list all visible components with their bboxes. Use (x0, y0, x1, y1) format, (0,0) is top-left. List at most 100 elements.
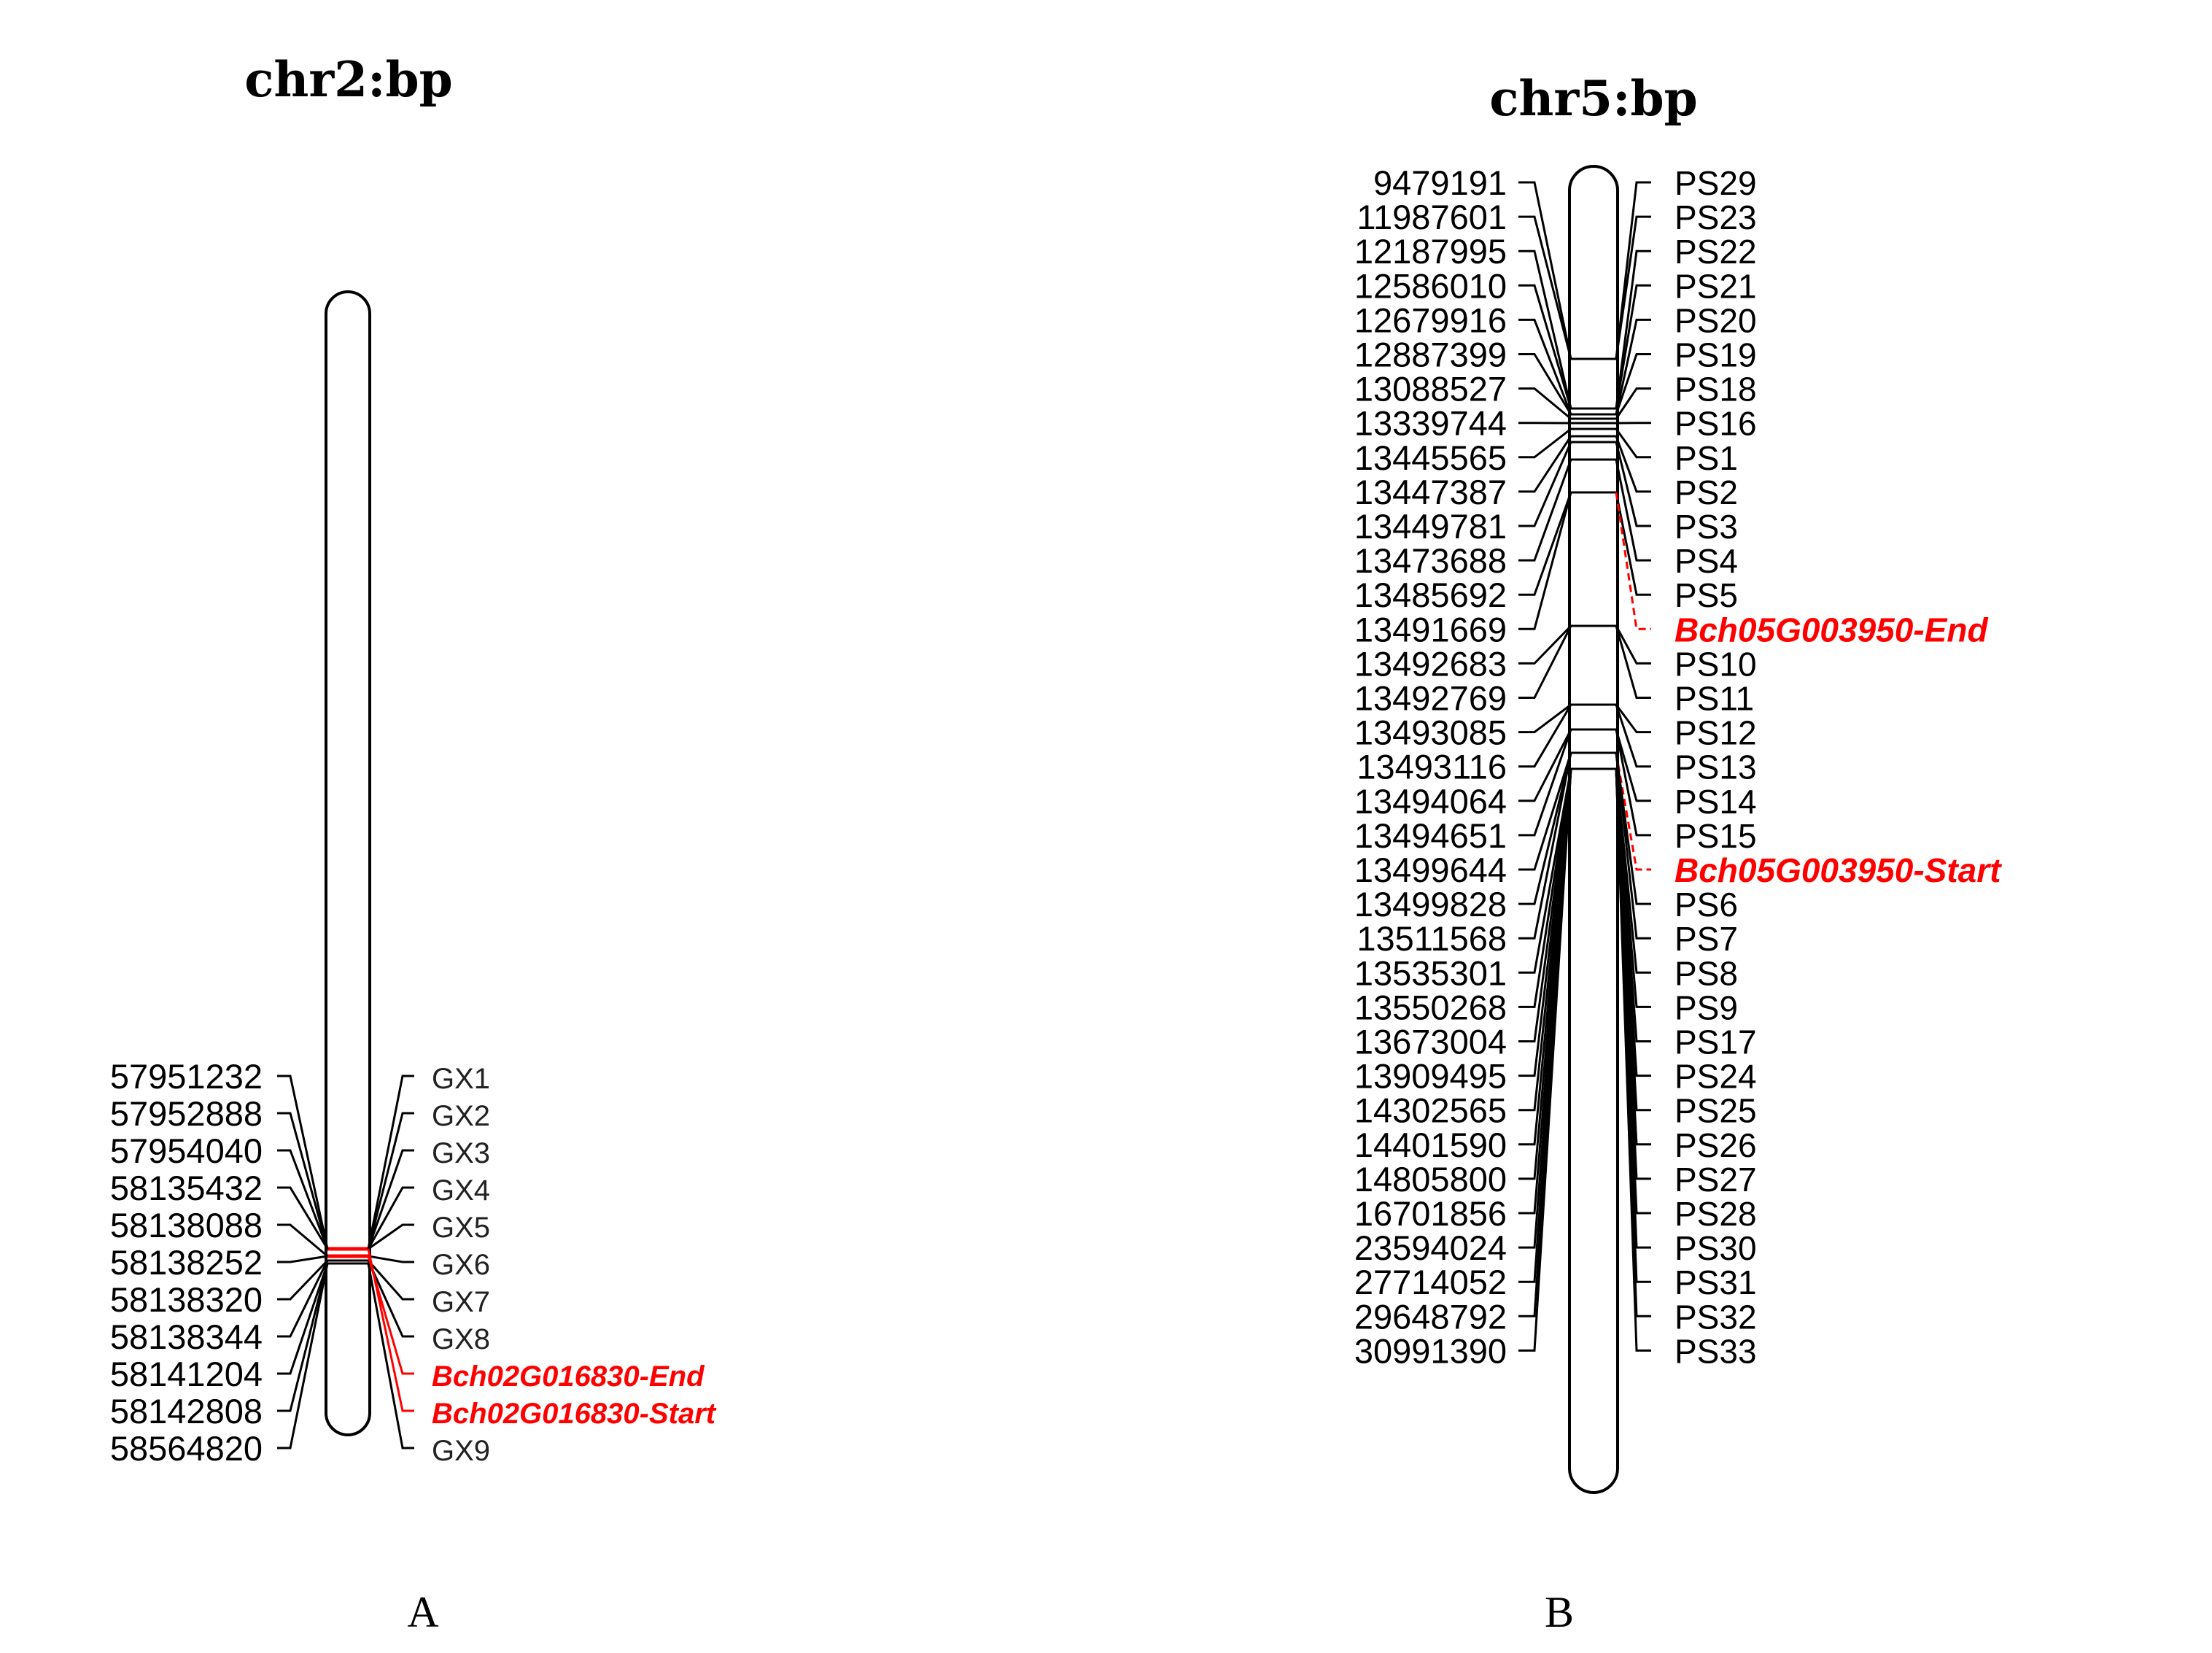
position-connector (1518, 427, 1572, 459)
position-connector (1518, 768, 1572, 1112)
marker-label: GX8 (432, 1323, 490, 1355)
position-connector (1518, 703, 1572, 734)
marker-label: PS9 (1674, 988, 1738, 1026)
position-connector (1518, 768, 1572, 974)
marker-label: GX5 (432, 1212, 490, 1244)
marker-label: PS10 (1674, 645, 1757, 683)
position-label: 13339744 (1354, 404, 1507, 443)
panel-a-title: chr2:bp (244, 51, 453, 108)
marker-connector (1615, 318, 1651, 415)
marker-label: PS33 (1674, 1332, 1757, 1370)
marker-label: PS7 (1674, 920, 1738, 958)
position-connector (1518, 752, 1572, 905)
position-label: 13447387 (1354, 473, 1507, 511)
position-label: 13449781 (1354, 507, 1507, 546)
position-connector (277, 1255, 328, 1263)
gene-connector (367, 1255, 414, 1375)
marker-label: PS5 (1674, 576, 1738, 614)
position-connector (1518, 624, 1572, 665)
marker-connector (1615, 625, 1651, 665)
position-connector (1518, 387, 1572, 420)
position-label: 58141204 (110, 1355, 263, 1393)
position-connector (1518, 752, 1572, 871)
position-connector (1518, 249, 1572, 409)
position-label: 13494064 (1354, 782, 1507, 821)
marker-connector (1615, 441, 1651, 527)
marker-label: PS6 (1674, 886, 1738, 924)
position-connector (1518, 435, 1572, 493)
panel-a: chr2:bp 57951232 GX1 57952888 GX2 57954040 GX… (110, 51, 717, 1636)
panel-b-connectors (1518, 181, 1651, 1352)
panel-a-connectors (277, 1075, 414, 1449)
marker-label: PS23 (1674, 198, 1757, 236)
position-connector (1518, 215, 1572, 360)
gene-label: Bch02G016830-End (432, 1360, 705, 1393)
chromosome-5-bar (1568, 165, 1619, 1494)
gene-connector (367, 1248, 414, 1412)
marker-label: GX9 (432, 1435, 490, 1467)
marker-connector (1615, 752, 1651, 905)
marker-label: PS14 (1674, 783, 1757, 821)
position-label: 13909495 (1354, 1057, 1507, 1096)
gene-label: Bch02G016830-Start (432, 1398, 717, 1430)
marker-connector (367, 1260, 414, 1301)
position-connector (1518, 729, 1572, 837)
position-connector (277, 1186, 329, 1250)
position-connector (277, 1223, 328, 1258)
marker-label: PS1 (1674, 439, 1738, 477)
marker-label: PS11 (1674, 680, 1754, 718)
position-label: 58135432 (110, 1169, 263, 1207)
marker-connector (367, 1260, 414, 1338)
marker-label: PS29 (1674, 164, 1757, 202)
chromosome-2-bar (325, 290, 371, 1436)
position-connector (1518, 768, 1572, 1077)
marker-connector (1615, 492, 1651, 596)
position-label: 13492683 (1354, 644, 1507, 683)
position-label: 58142808 (110, 1392, 263, 1431)
marker-connector (1615, 284, 1651, 409)
marker-connector (1615, 625, 1651, 699)
position-connector (1518, 768, 1572, 1042)
position-connector (277, 1112, 329, 1250)
position-connector (1518, 459, 1572, 562)
position-label: 16701856 (1354, 1194, 1507, 1233)
position-label: 12586010 (1354, 266, 1507, 305)
position-connector (277, 1263, 329, 1449)
marker-connector (367, 1263, 414, 1449)
marker-connector (1615, 353, 1651, 415)
position-connector (1518, 353, 1572, 415)
position-connector (277, 1149, 329, 1250)
marker-connector (367, 1075, 414, 1250)
position-connector (1518, 284, 1572, 409)
marker-connector (1615, 435, 1651, 493)
position-label: 12187995 (1354, 232, 1507, 271)
position-connector (1518, 768, 1572, 1008)
marker-label: PS19 (1674, 336, 1757, 374)
position-connector (277, 1263, 329, 1412)
marker-label: GX4 (432, 1174, 490, 1207)
position-connector (277, 1260, 329, 1338)
marker-connector (367, 1112, 414, 1250)
marker-label: PS25 (1674, 1092, 1757, 1130)
marker-connector (1615, 768, 1651, 1352)
position-label: 12679916 (1354, 301, 1507, 339)
position-connector (1518, 768, 1572, 1352)
position-label: 58138088 (110, 1206, 263, 1244)
position-label: 13494651 (1354, 816, 1507, 855)
marker-connector (1615, 729, 1651, 802)
position-connector (277, 1075, 329, 1250)
position-connector (1518, 704, 1572, 768)
marker-label: PS21 (1674, 267, 1757, 305)
position-label: 9479191 (1373, 163, 1507, 202)
position-label: 57954040 (110, 1131, 263, 1170)
gene-label: Bch05G003950-End (1674, 611, 1988, 649)
marker-label: PS4 (1674, 542, 1738, 580)
position-label: 13088527 (1354, 370, 1507, 409)
marker-connector (1615, 215, 1651, 360)
marker-label: GX3 (432, 1137, 490, 1169)
position-connector (1518, 492, 1572, 630)
gene-connector (1615, 752, 1651, 871)
marker-label: PS15 (1674, 817, 1757, 855)
marker-connector (1615, 428, 1651, 459)
position-label: 58138344 (110, 1317, 263, 1356)
